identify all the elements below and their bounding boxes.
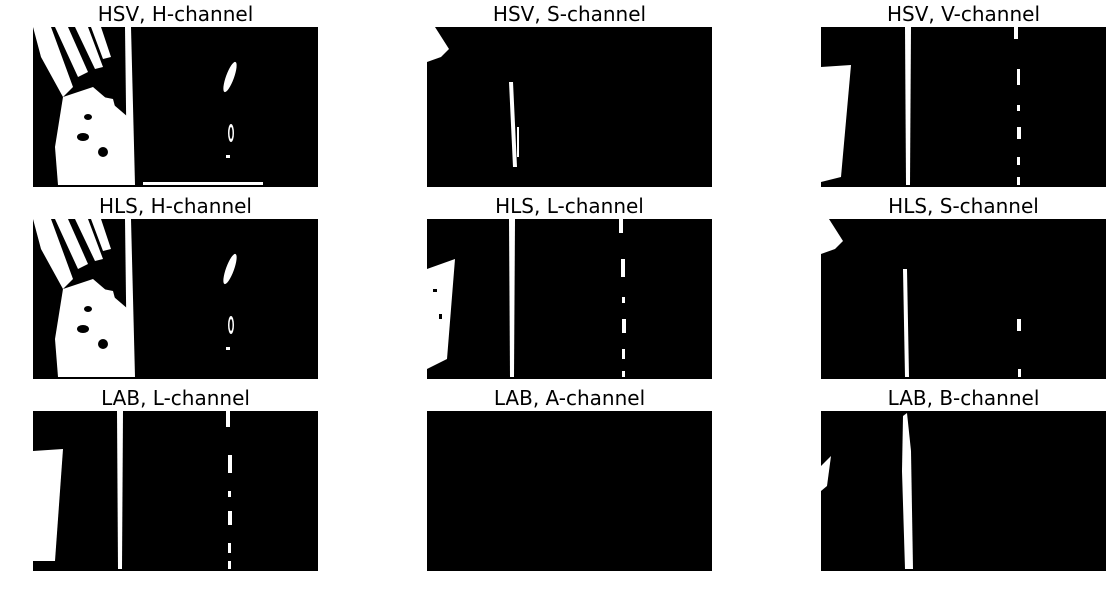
binary-image-hls-h	[33, 219, 318, 379]
panel-title: LAB, A-channel	[427, 384, 712, 412]
panel-title: LAB, L-channel	[33, 384, 318, 412]
panel-title: HLS, L-channel	[427, 192, 712, 220]
binary-image-lab-a	[427, 411, 712, 571]
binary-image-hsv-v	[821, 27, 1106, 187]
panel-title: HLS, H-channel	[33, 192, 318, 220]
binary-image-hsv-h	[33, 27, 318, 187]
binary-image-hls-s	[821, 219, 1106, 379]
panel-title: HSV, H-channel	[33, 0, 318, 28]
binary-image-lab-b	[821, 411, 1106, 571]
binary-image-hsv-s	[427, 27, 712, 187]
panel-title: HSV, V-channel	[821, 0, 1106, 28]
panel-title: HSV, S-channel	[427, 0, 712, 28]
panel-title: HLS, S-channel	[821, 192, 1106, 220]
panel-title: LAB, B-channel	[821, 384, 1106, 412]
binary-image-lab-l	[33, 411, 318, 571]
binary-image-hls-l	[427, 219, 712, 379]
